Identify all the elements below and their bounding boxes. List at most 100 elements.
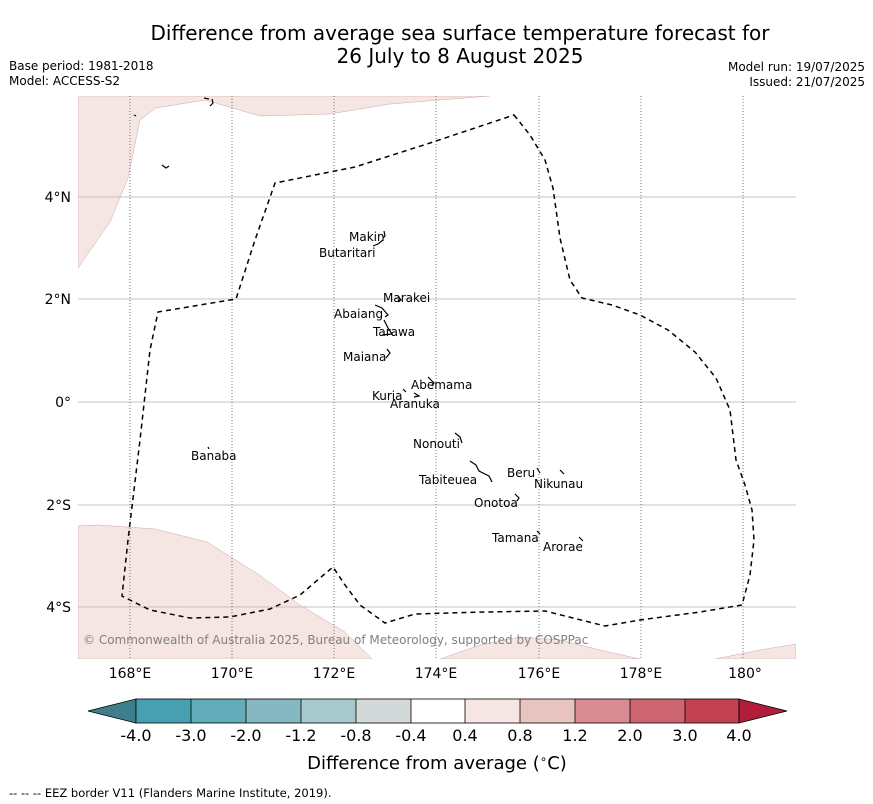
island-marakei-atoll xyxy=(397,295,402,303)
island-nonouti-atoll xyxy=(454,432,463,444)
lat-tick-2n: 2°N xyxy=(45,292,71,308)
label-tamana: Tamana xyxy=(491,531,539,545)
colorbar-segment-6 xyxy=(411,699,465,723)
colorbar-arrow-low xyxy=(87,698,137,724)
map-title: Difference from average sea surface temp… xyxy=(80,22,840,68)
colorbar-label-4: -1.2 xyxy=(285,726,316,745)
label-makin: Makin xyxy=(349,230,385,244)
island-nikunau-atoll xyxy=(559,469,565,475)
lon-tick-180: 180° xyxy=(728,666,762,682)
lon-tick-168e: 168°E xyxy=(109,666,152,682)
colorbar-title-degree: ∘ xyxy=(540,752,548,766)
colorbar-label-8: 0.8 xyxy=(507,726,532,745)
label-abaiang: Abaiang xyxy=(334,307,383,321)
label-arorae: Arorae xyxy=(543,540,583,554)
copyright-credit: © Commonwealth of Australia 2025, Bureau… xyxy=(83,633,588,647)
meta-left: Base period: 1981-2018 Model: ACCESS-S2 xyxy=(9,59,154,89)
lon-tick-178e: 178°E xyxy=(620,666,663,682)
lat-tick-4n: 4°N xyxy=(45,190,71,206)
label-nonouti: Nonouti xyxy=(413,437,460,451)
colorbar-label-12: 4.0 xyxy=(726,726,751,745)
island-aranuka-atoll xyxy=(413,392,421,398)
island-northwest-c xyxy=(203,97,210,100)
colorbar-label-7: 0.4 xyxy=(452,726,477,745)
label-abemama: Abemama xyxy=(411,378,472,392)
colorbar-segment-11 xyxy=(685,699,739,723)
colorbar-segment-1 xyxy=(136,699,191,723)
model-name: Model: ACCESS-S2 xyxy=(9,74,121,88)
island-kuria-atoll xyxy=(402,388,407,393)
island-beru-atoll xyxy=(536,467,541,474)
label-butaritari: Butaritari xyxy=(319,246,376,260)
colorbar-segments xyxy=(136,699,739,723)
lon-tick-170e: 170°E xyxy=(211,666,254,682)
base-period: Base period: 1981-2018 xyxy=(9,59,154,73)
colorbar-segment-9 xyxy=(575,699,630,723)
label-maiana: Maiana xyxy=(343,350,386,364)
colorbar-label-2: -3.0 xyxy=(175,726,206,745)
colorbar-title: Difference from average (∘C) xyxy=(307,752,567,774)
lon-tick-172e: 172°E xyxy=(313,666,356,682)
island-northwest-a xyxy=(133,114,137,117)
colorbar-arrow-high xyxy=(738,698,788,724)
title-line-1: Difference from average sea surface temp… xyxy=(150,21,770,45)
label-aranuka: Aranuka xyxy=(390,397,440,411)
eez-border xyxy=(121,114,755,627)
island-northwest-d xyxy=(209,98,214,107)
anomaly-patch-southwest xyxy=(78,524,373,659)
label-kuria: Kuria xyxy=(372,389,403,403)
colorbar-label-3: -2.0 xyxy=(230,726,261,745)
label-beru: Beru xyxy=(507,466,535,480)
colorbar-title-end: C) xyxy=(547,753,567,774)
model-run: Model run: 19/07/2025 xyxy=(727,60,865,74)
island-abemama-atoll xyxy=(427,376,435,387)
colorbar-segment-10 xyxy=(630,699,685,723)
island-banaba xyxy=(207,446,210,450)
colorbar-label-9: 1.2 xyxy=(562,726,587,745)
colorbar-label-6: -0.4 xyxy=(395,726,426,745)
lat-tick-4s: 4°S xyxy=(46,600,71,616)
label-tarawa: Tarawa xyxy=(372,325,415,339)
anomaly-patch-northwest xyxy=(78,96,491,269)
island-northwest-b xyxy=(161,164,170,169)
label-banaba: Banaba xyxy=(191,449,237,463)
title-line-2: 26 July to 8 August 2025 xyxy=(336,44,584,68)
lon-tick-174e: 174°E xyxy=(415,666,458,682)
lat-tick-2s: 2°S xyxy=(46,498,71,514)
colorbar-segment-7 xyxy=(465,699,520,723)
eez-legend-note: -- -- -- EEZ border V11 (Flanders Marine… xyxy=(9,786,332,800)
island-tarawa-atoll xyxy=(381,319,394,336)
label-marakei: Marakei xyxy=(383,291,430,305)
colorbar-segment-3 xyxy=(246,699,301,723)
label-tabiteuea: Tabiteuea xyxy=(418,473,477,487)
colorbar-segment-8 xyxy=(520,699,575,723)
anomaly-patch-southeast xyxy=(714,643,796,659)
meta-right: Model run: 19/07/2025 Issued: 21/07/2025 xyxy=(728,60,865,90)
colorbar-label-11: 3.0 xyxy=(672,726,697,745)
colorbar-segment-4 xyxy=(301,699,356,723)
colorbar-label-1: -4.0 xyxy=(120,726,151,745)
latitude-gridlines xyxy=(78,196,796,608)
colorbar-label-10: 2.0 xyxy=(617,726,642,745)
island-onotoa-atoll xyxy=(514,493,520,502)
island-tabiteuea-atoll xyxy=(469,460,493,483)
colorbar-label-5: -0.8 xyxy=(340,726,371,745)
island-abaiang-atoll xyxy=(374,304,389,318)
map-area: Makin Butaritari Marakei Abaiang Tarawa … xyxy=(78,96,796,659)
colorbar: -4.0 -3.0 -2.0 -1.2 -0.8 -0.4 0.4 0.8 1.… xyxy=(87,698,788,774)
lat-tick-0: 0° xyxy=(55,395,71,411)
lon-tick-176e: 176°E xyxy=(518,666,561,682)
islands xyxy=(133,97,584,542)
label-onotoa: Onotoa xyxy=(474,496,518,510)
colorbar-outline xyxy=(135,698,740,724)
island-arorae-atoll xyxy=(578,536,584,542)
anomaly-patch-south xyxy=(439,636,641,659)
colorbar-segment-2 xyxy=(191,699,246,723)
longitude-gridlines xyxy=(129,96,744,659)
label-nikunau: Nikunau xyxy=(534,477,583,491)
island-maiana-atoll xyxy=(385,348,391,359)
issued-date: Issued: 21/07/2025 xyxy=(749,75,865,89)
island-makin-atoll xyxy=(382,230,386,239)
colorbar-segment-5 xyxy=(356,699,411,723)
